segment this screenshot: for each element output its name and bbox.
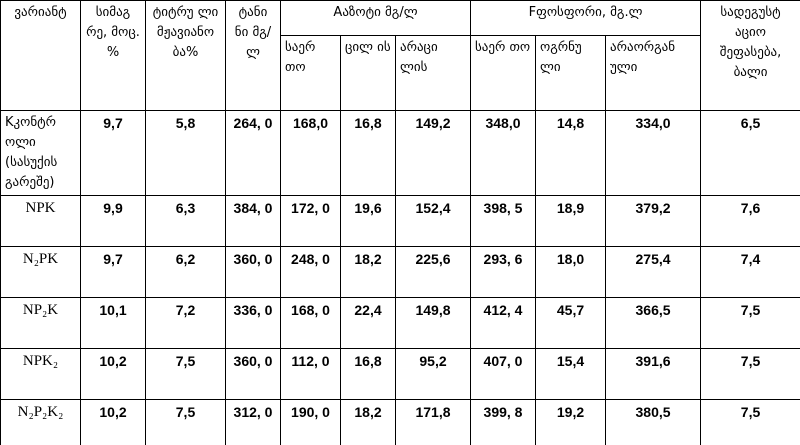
value-cell: 7,5: [145, 399, 226, 445]
subheader-cell: საერ თო: [470, 35, 537, 111]
value-cell: 19,2: [535, 399, 607, 445]
value-cell: 45,7: [535, 297, 607, 349]
value-cell: 380,5: [605, 399, 702, 445]
header-cell: Fფოსფორი, მგ.ლ: [470, 0, 702, 36]
value-cell: 7,2: [145, 297, 226, 349]
subheader-cell: ცილ ის: [340, 35, 396, 111]
table-row: N₂PK 9,7 6,2 360, 0 248, 0 18,2 225,6 293, 6 18,…: [0, 246, 800, 298]
value-cell: 399, 8: [470, 399, 537, 445]
value-cell: 336, 0: [225, 297, 281, 349]
value-cell: 10,2: [80, 399, 146, 445]
value-cell: 5,8: [145, 110, 226, 196]
value-cell: 225,6: [394, 246, 472, 298]
subheader-cell: საერ თო: [280, 35, 341, 111]
value-cell: 18,2: [340, 246, 396, 298]
value-cell: 9,7: [80, 110, 146, 196]
value-cell: 95,2: [394, 348, 472, 400]
value-cell: 168, 0: [280, 297, 341, 349]
value-cell: 7,5: [700, 348, 800, 400]
value-cell: 7,6: [700, 195, 800, 247]
value-cell: 6,2: [145, 246, 226, 298]
header-cell: ტანი ნი მგ/ლ: [225, 0, 281, 111]
row-label: N₂P₂K₂: [0, 399, 81, 445]
value-cell: 407, 0: [470, 348, 537, 400]
header-cell: ვარიანტ: [0, 0, 81, 111]
value-cell: 14,8: [535, 110, 607, 196]
header-cell: სიმაგ რე, მოც. %: [80, 0, 146, 111]
value-cell: 9,7: [80, 246, 146, 298]
value-cell: 360, 0: [225, 348, 281, 400]
value-cell: 398, 5: [470, 195, 537, 247]
row-label: NP₂K: [0, 297, 81, 349]
subheader-cell: არაორგან ული: [605, 35, 702, 111]
value-cell: 190, 0: [280, 399, 341, 445]
value-cell: 171,8: [394, 399, 472, 445]
value-cell: 7,5: [145, 348, 226, 400]
table-row: საერ თო ცილ ის არაცი ლის საერ თო ოგრნუ ლი არა…: [1, 35, 800, 111]
table-row: ვარიანტ სიმაგ რე, მოც. % ტიტრუ ლი მჟავიანო…: [0, 0, 800, 111]
value-cell: 7,5: [700, 399, 800, 445]
row-label: N₂PK: [0, 246, 81, 298]
value-cell: 384, 0: [225, 195, 281, 247]
table-row: NP₂K 10,1 7,2 336, 0 168, 0 22,4 149,8 412, 4 45…: [0, 297, 800, 349]
value-cell: 149,8: [394, 297, 472, 349]
value-cell: 366,5: [605, 297, 702, 349]
table-row: N₂P₂K₂ 10,2 7,5 312, 0 190, 0 18,2 171,8 399, 8…: [0, 399, 800, 445]
value-cell: 172, 0: [280, 195, 341, 247]
value-cell: 248, 0: [280, 246, 341, 298]
table-row: NPK₂ 10,2 7,5 360, 0 112, 0 16,8 95,2 407, 0 15,…: [0, 348, 800, 400]
row-label: NPK: [0, 195, 81, 247]
value-cell: 7,5: [700, 297, 800, 349]
value-cell: 7,4: [700, 246, 800, 298]
header-cell: სადეგუსტ აციო შეფასება, ბალი: [700, 0, 800, 111]
value-cell: 312, 0: [225, 399, 281, 445]
value-cell: 348,0: [470, 110, 537, 196]
value-cell: 16,8: [340, 110, 396, 196]
value-cell: 22,4: [340, 297, 396, 349]
header-cell: Aაზოტი მგ/ლ: [279, 0, 472, 36]
value-cell: 334,0: [605, 110, 702, 196]
row-label: Kკონტრ ოლი (სასუქის გარეშე): [0, 110, 81, 196]
value-cell: 275,4: [605, 246, 702, 298]
value-cell: 15,4: [535, 348, 607, 400]
value-cell: 412, 4: [470, 297, 537, 349]
value-cell: 16,8: [340, 348, 396, 400]
value-cell: 6,5: [700, 110, 800, 196]
value-cell: 6,3: [145, 195, 226, 247]
value-cell: 379,2: [605, 195, 702, 247]
table-row: NPK 9,9 6,3 384, 0 172, 0 19,6 152,4 398, 5 18,9…: [0, 195, 800, 247]
row-label: NPK₂: [0, 348, 81, 400]
subheader-cell: ოგრნუ ლი: [535, 35, 607, 111]
value-cell: 18,2: [340, 399, 396, 445]
value-cell: 168,0: [280, 110, 341, 196]
value-cell: 112, 0: [280, 348, 341, 400]
value-cell: 10,1: [80, 297, 146, 349]
value-cell: 152,4: [394, 195, 472, 247]
value-cell: 9,9: [80, 195, 146, 247]
value-cell: 293, 6: [470, 246, 537, 298]
value-cell: 391,6: [605, 348, 702, 400]
value-cell: 149,2: [394, 110, 472, 196]
value-cell: 360, 0: [225, 246, 281, 298]
value-cell: 18,0: [535, 246, 607, 298]
header-cell: ტიტრუ ლი მჟავიანო ბა%: [145, 0, 226, 111]
value-cell: 18,9: [535, 195, 607, 247]
value-cell: 10,2: [80, 348, 146, 400]
subheader-cell: არაცი ლის: [394, 35, 472, 111]
value-cell: 19,6: [340, 195, 396, 247]
value-cell: 264, 0: [225, 110, 281, 196]
